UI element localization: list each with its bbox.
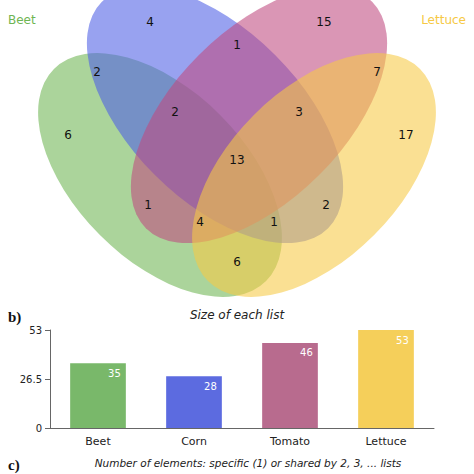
svg-text:Lettuce: Lettuce bbox=[365, 435, 406, 448]
svg-text:4: 4 bbox=[146, 15, 154, 29]
svg-text:c): c) bbox=[8, 457, 20, 474]
svg-text:35: 35 bbox=[108, 368, 121, 379]
svg-text:0: 0 bbox=[36, 423, 42, 434]
svg-text:b): b) bbox=[8, 309, 21, 326]
svg-text:1: 1 bbox=[233, 38, 241, 52]
svg-text:1: 1 bbox=[144, 198, 152, 212]
svg-text:15: 15 bbox=[316, 15, 331, 29]
svg-text:Beet: Beet bbox=[8, 13, 36, 27]
svg-text:2: 2 bbox=[93, 65, 101, 79]
svg-text:Beet: Beet bbox=[85, 435, 111, 448]
svg-text:2: 2 bbox=[322, 198, 330, 212]
svg-text:26.5: 26.5 bbox=[20, 374, 42, 385]
svg-text:7: 7 bbox=[373, 65, 381, 79]
svg-text:Size of each list: Size of each list bbox=[190, 308, 286, 322]
svg-text:Corn: Corn bbox=[181, 435, 207, 448]
svg-text:3: 3 bbox=[295, 105, 303, 119]
svg-text:46: 46 bbox=[300, 347, 313, 358]
svg-text:Number of elements: specific (: Number of elements: specific (1) or shar… bbox=[95, 457, 402, 469]
svg-text:53: 53 bbox=[29, 325, 42, 336]
svg-text:28: 28 bbox=[204, 381, 217, 392]
svg-text:4: 4 bbox=[196, 215, 204, 229]
svg-text:6: 6 bbox=[233, 255, 241, 269]
svg-text:2: 2 bbox=[171, 105, 179, 119]
svg-text:6: 6 bbox=[64, 128, 72, 142]
svg-text:53: 53 bbox=[396, 335, 409, 346]
svg-text:Tomato: Tomato bbox=[269, 435, 310, 448]
svg-text:1: 1 bbox=[270, 215, 278, 229]
svg-text:17: 17 bbox=[398, 128, 413, 142]
svg-text:Lettuce: Lettuce bbox=[421, 13, 466, 27]
svg-text:13: 13 bbox=[229, 153, 244, 167]
